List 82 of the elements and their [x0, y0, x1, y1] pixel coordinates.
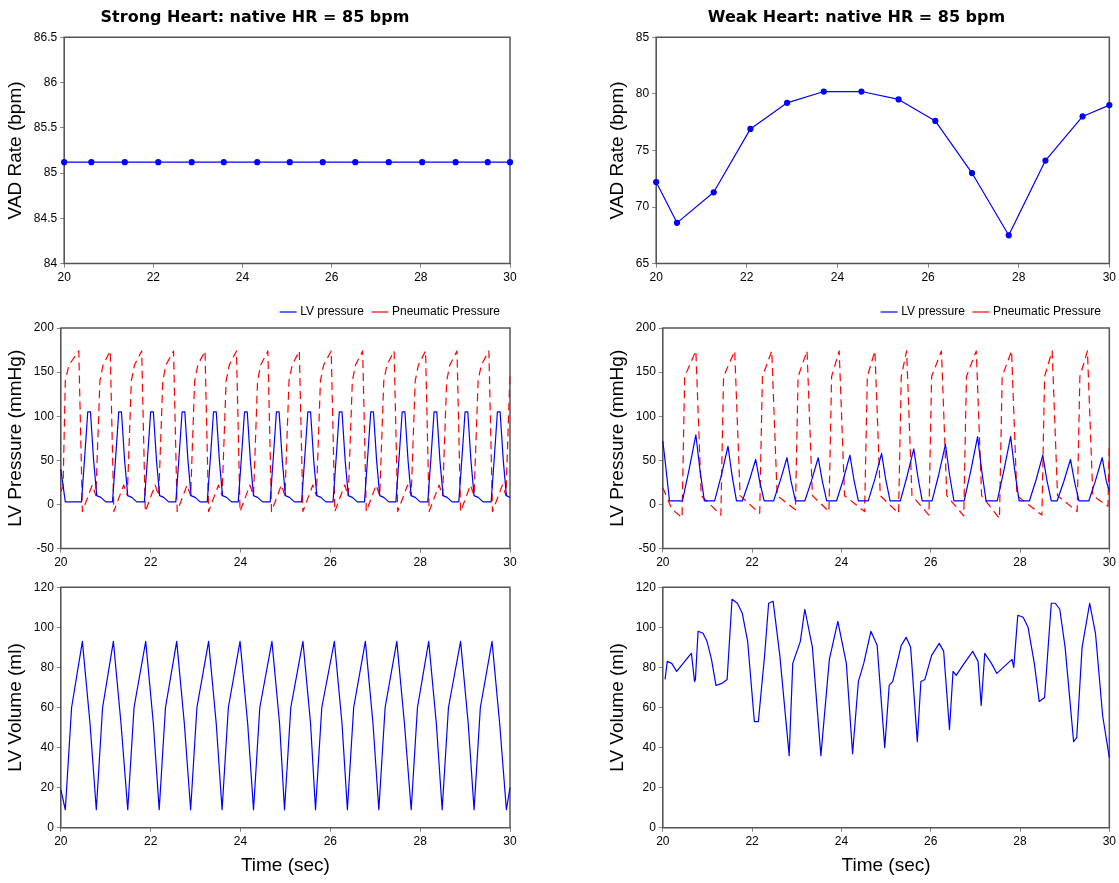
y-tick-label: 100: [33, 408, 55, 423]
legend-label: LV pressure: [300, 304, 365, 319]
y-tick-label: 70: [635, 199, 650, 214]
x-tick-label: 28: [413, 834, 428, 849]
x-tick-label: 28: [414, 270, 428, 285]
x-tick-label: 24: [830, 270, 845, 285]
y-axis-title: LV Volume (ml): [605, 643, 627, 772]
y-axis-title: LV Pressure (mmHg): [605, 349, 627, 527]
x-tick-label: 24: [235, 270, 250, 285]
y-tick-label: 60: [40, 699, 55, 714]
y-axis-title: LV Volume (ml): [3, 643, 25, 772]
x-tick-label: 22: [745, 834, 760, 849]
legend-label: LV pressure: [901, 304, 966, 319]
chart-title: Weak Heart: native HR = 85 bpm: [707, 6, 1006, 26]
x-tick-label: 22: [740, 270, 754, 285]
y-tick-label: 40: [40, 739, 55, 754]
y-tick-label: 0: [47, 820, 55, 835]
y-tick-label: 75: [635, 142, 650, 157]
y-tick-label: 84: [43, 255, 58, 270]
y-tick-label: 150: [635, 364, 657, 379]
x-tick-label: 24: [233, 555, 248, 570]
x-axis-title: Time (sec): [240, 853, 330, 875]
y-tick-label: 150: [33, 364, 55, 379]
x-axis-title: Time (sec): [841, 853, 931, 875]
y-tick-label: 80: [635, 86, 650, 101]
y-tick-label: 20: [40, 780, 55, 795]
y-tick-label: 50: [40, 452, 55, 467]
y-tick-label: 80: [642, 659, 657, 674]
y-tick-label: 80: [40, 659, 55, 674]
y-tick-label: -50: [36, 540, 55, 555]
x-tick-label: 22: [143, 555, 158, 570]
y-axis-title: VAD Rate (bpm): [605, 81, 627, 220]
x-tick-label: 24: [233, 834, 248, 849]
x-tick-label: 28: [1013, 834, 1028, 849]
x-tick-label: 28: [1013, 555, 1028, 570]
y-tick-label: 100: [33, 619, 55, 634]
y-tick-label: 200: [33, 320, 55, 335]
y-tick-label: 120: [33, 579, 55, 594]
y-tick-label: 84.5: [33, 210, 58, 225]
y-tick-label: 85.5: [33, 120, 58, 135]
y-tick-label: 60: [642, 699, 657, 714]
x-tick-label: 26: [924, 555, 938, 570]
x-tick-label: 26: [921, 270, 936, 285]
y-tick-label: 40: [642, 739, 657, 754]
x-tick-label: 28: [413, 555, 428, 570]
x-tick-label: 24: [834, 555, 849, 570]
x-tick-label: 26: [924, 834, 938, 849]
y-tick-label: -50: [638, 540, 657, 555]
y-tick-label: 85: [635, 29, 650, 44]
x-tick-label: 26: [323, 555, 338, 570]
y-tick-label: 86.5: [33, 29, 58, 44]
x-tick-label: 24: [834, 834, 849, 849]
y-tick-label: 50: [642, 452, 657, 467]
y-tick-label: 0: [649, 496, 657, 511]
x-tick-label: 30: [503, 555, 517, 570]
y-tick-label: 0: [649, 820, 657, 835]
x-tick-label: 30: [503, 834, 517, 849]
x-tick-label: 20: [57, 270, 72, 285]
y-tick-label: 86: [43, 74, 58, 89]
y-tick-label: 85: [43, 165, 58, 180]
x-tick-label: 26: [324, 270, 339, 285]
x-tick-label: 30: [503, 270, 517, 285]
x-tick-label: 30: [1102, 834, 1117, 849]
y-tick-label: 20: [642, 780, 657, 795]
x-tick-label: 26: [323, 834, 338, 849]
y-tick-label: 200: [635, 320, 657, 335]
x-tick-label: 30: [1102, 555, 1117, 570]
y-axis-title: VAD Rate (bpm): [3, 81, 25, 220]
legend-label: Pneumatic Pressure: [992, 304, 1102, 319]
chart-title: Strong Heart: native HR = 85 bpm: [100, 6, 410, 26]
y-tick-label: 100: [635, 619, 657, 634]
y-tick-label: 65: [635, 255, 650, 270]
y-tick-label: 100: [635, 408, 657, 423]
legend-label: Pneumatic Pressure: [391, 304, 501, 319]
x-tick-label: 30: [1102, 270, 1117, 285]
x-tick-label: 22: [146, 270, 161, 285]
y-axis-title: LV Pressure (mmHg): [3, 349, 25, 527]
y-tick-label: 0: [47, 496, 55, 511]
x-tick-label: 22: [745, 555, 760, 570]
y-tick-label: 120: [635, 579, 657, 594]
x-tick-label: 22: [143, 834, 158, 849]
x-tick-label: 28: [1012, 270, 1026, 285]
